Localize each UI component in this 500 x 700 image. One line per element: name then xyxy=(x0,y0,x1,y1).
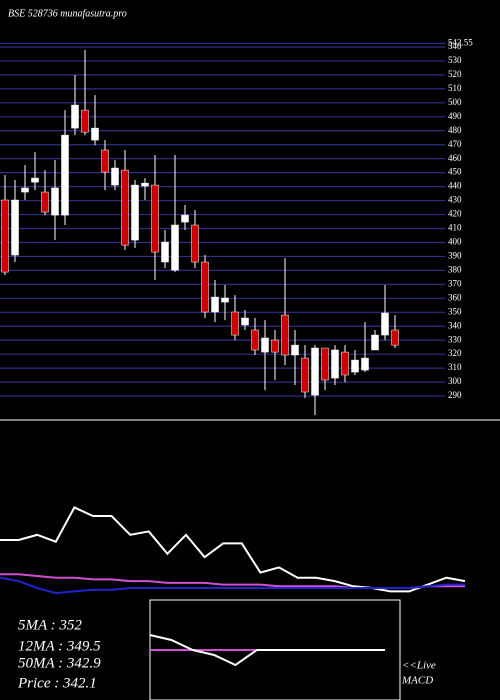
y-tick-label: 540 xyxy=(448,41,462,51)
y-tick-label: 420 xyxy=(448,209,462,219)
candle-body xyxy=(331,349,339,379)
y-tick-label: 310 xyxy=(448,362,462,372)
y-tick-label: 350 xyxy=(448,306,462,316)
candle-body xyxy=(251,329,259,351)
candle-body xyxy=(281,314,289,356)
candle-body xyxy=(91,127,99,141)
y-tick-label: 370 xyxy=(448,278,462,288)
y-tick-label: 300 xyxy=(448,376,462,386)
y-tick-label: 290 xyxy=(448,390,462,400)
candle-body xyxy=(81,109,89,133)
y-tick-label: 530 xyxy=(448,55,462,65)
candle-body xyxy=(191,224,199,263)
indicator-line xyxy=(0,506,466,593)
candle-body xyxy=(341,351,349,376)
candle-body xyxy=(381,312,389,336)
candle-body xyxy=(311,347,319,396)
y-tick-label: 390 xyxy=(448,250,462,260)
indicator-line xyxy=(149,634,385,667)
candle-body xyxy=(101,149,109,173)
candle-body xyxy=(181,214,189,223)
macd-label: MACD xyxy=(401,675,433,687)
candle-body xyxy=(211,296,219,313)
indicator-line xyxy=(0,576,465,595)
candle-body xyxy=(301,357,309,393)
candle-body xyxy=(51,187,59,216)
y-tick-label: 542.55 xyxy=(448,37,473,47)
y-tick-label: 520 xyxy=(448,69,462,79)
candle-body xyxy=(321,347,329,381)
candle-body xyxy=(361,357,369,371)
candle-body xyxy=(371,334,379,351)
y-tick-label: 460 xyxy=(448,153,462,163)
y-tick-label: 380 xyxy=(448,264,462,274)
candle-body xyxy=(131,184,139,241)
candle-body xyxy=(71,104,79,129)
candle-body xyxy=(221,297,229,303)
candle-body xyxy=(121,169,129,246)
candle-body xyxy=(1,199,9,273)
legend-entry: Price : 342.1 xyxy=(17,675,97,691)
y-tick-label: 340 xyxy=(448,320,462,330)
candle-body xyxy=(241,317,249,326)
y-tick-label: 360 xyxy=(448,292,462,302)
candle-body xyxy=(271,339,279,353)
y-tick-label: 330 xyxy=(448,334,462,344)
candle-body xyxy=(351,359,359,373)
chart-title: BSE 528736 munafasutra.pro xyxy=(8,8,127,19)
candle-body xyxy=(111,167,119,186)
candle-body xyxy=(41,191,49,213)
y-tick-label: 450 xyxy=(448,167,462,177)
candle-body xyxy=(61,134,69,216)
candle-body xyxy=(31,177,39,183)
y-tick-label: 470 xyxy=(448,139,462,149)
candle-body xyxy=(291,344,299,356)
candle-body xyxy=(261,337,269,353)
candle-body xyxy=(171,224,179,271)
candle-body xyxy=(201,261,209,313)
y-tick-label: 440 xyxy=(448,181,462,191)
y-tick-label: 510 xyxy=(448,83,462,93)
candle-body xyxy=(11,199,19,256)
live-label: <<Live xyxy=(402,660,436,672)
candle-body xyxy=(141,182,149,187)
candle-body xyxy=(391,329,399,346)
candle-body xyxy=(151,184,159,253)
candle-body xyxy=(21,187,29,193)
candle-body xyxy=(231,311,239,336)
legend-entry: 5MA : 352 xyxy=(18,617,82,633)
y-tick-label: 400 xyxy=(448,237,462,247)
candle-body xyxy=(161,241,169,263)
y-tick-label: 490 xyxy=(448,111,462,121)
legend-entry: 50MA : 342.9 xyxy=(18,655,101,671)
y-tick-label: 500 xyxy=(448,97,462,107)
y-tick-label: 410 xyxy=(448,223,462,233)
y-tick-label: 430 xyxy=(448,195,462,205)
y-tick-label: 320 xyxy=(448,348,462,358)
y-tick-label: 480 xyxy=(448,125,462,135)
legend-entry: 12MA : 349.5 xyxy=(18,638,101,654)
